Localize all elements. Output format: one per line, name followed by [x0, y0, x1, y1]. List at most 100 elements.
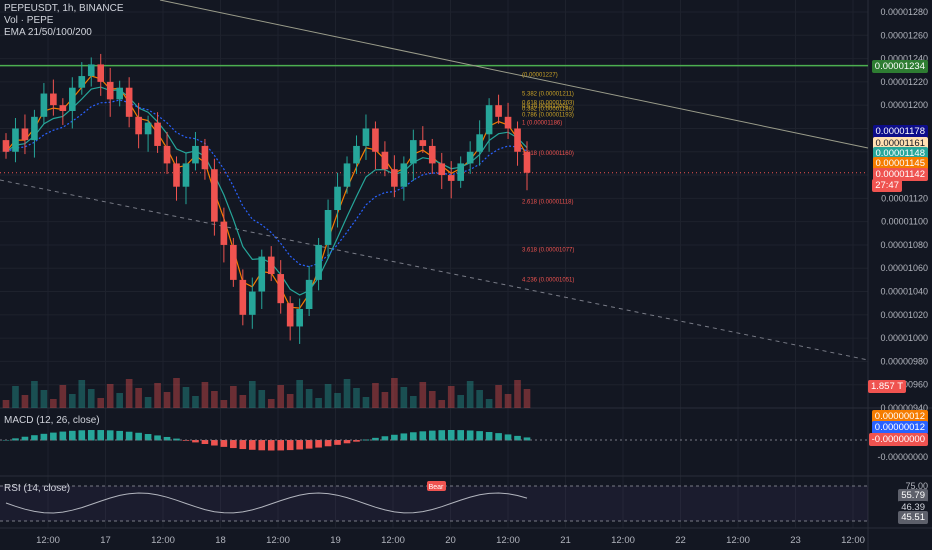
candle-body	[21, 128, 29, 141]
rsi-axis-label: 75.00	[905, 481, 928, 491]
macd-axis-label: -0.00000000	[877, 452, 928, 462]
candle-body	[286, 303, 294, 327]
price-axis-label: 0.00001280	[880, 7, 928, 17]
fib-label: 3.618 (0.00001077)	[522, 247, 574, 253]
volume-bar	[277, 385, 285, 408]
macd-histogram-bar	[192, 440, 199, 443]
descending-trendline	[159, 0, 869, 149]
price-axis-label: 0.00001040	[880, 287, 928, 297]
time-axis-label: 12:00	[266, 535, 290, 546]
candle-body	[211, 169, 218, 222]
volume-bar	[50, 399, 57, 408]
price-axis-label: 0.00001260	[880, 30, 928, 40]
time-axis-label: 12:00	[496, 535, 520, 546]
candle-body	[239, 279, 247, 315]
candle-body	[466, 151, 474, 164]
candle-body	[31, 116, 38, 141]
volume-bars	[2, 378, 531, 408]
candle-body	[315, 244, 322, 280]
time-axis-label: 12:00	[841, 535, 865, 546]
candle-body	[514, 128, 521, 152]
candle-body	[504, 116, 512, 129]
volume-bar	[220, 400, 228, 408]
volume-bar	[211, 391, 218, 408]
rsi-line	[5, 492, 528, 514]
volume-bar	[173, 378, 180, 408]
fib-label: 0.618 (0.00001203)	[522, 101, 574, 107]
volume-bar	[495, 385, 502, 408]
candle-body	[12, 128, 19, 152]
candle-body	[201, 145, 209, 170]
macd-histogram-bar	[438, 430, 446, 441]
candle-body	[116, 87, 123, 100]
rsi-tag-b: 46.39	[898, 501, 928, 514]
volume-bar	[381, 392, 389, 408]
volume-bar	[296, 380, 303, 408]
macd-histogram-bar	[211, 440, 218, 446]
fib-label: 0.382 (0.00001198)	[522, 107, 574, 113]
volume-bar	[97, 398, 105, 408]
symbol-title[interactable]: PEPEUSDT, 1h, BINANCE	[4, 3, 124, 14]
macd-histogram-bar	[381, 436, 389, 441]
macd-histogram-bar	[220, 440, 228, 447]
macd-histogram-bar	[59, 431, 67, 441]
volume-bar	[286, 394, 294, 408]
candle-body	[2, 140, 10, 152]
candle-body	[230, 244, 237, 280]
macd-histogram-bar	[21, 436, 29, 441]
volume-bar	[31, 381, 38, 408]
ema100-line	[5, 99, 528, 268]
rsi-tag-a: 55.79	[898, 489, 928, 502]
volume-bar	[372, 383, 379, 408]
price-axis-label: 0.00001220	[880, 77, 928, 87]
bar-countdown: 27:47	[872, 179, 902, 192]
ema-legend[interactable]: EMA 21/50/100/200	[4, 27, 92, 38]
volume-legend[interactable]: Vol · PEPE	[4, 15, 54, 26]
time-axis-label: 12:00	[726, 535, 750, 546]
last-price-tag: 0.00001142	[872, 168, 928, 181]
time-axis-label: 12:00	[36, 535, 60, 546]
macd-histogram-bar	[296, 440, 303, 450]
volume-tag: 1.857 T	[867, 380, 906, 393]
macd-histogram-bar	[353, 440, 360, 442]
rsi-legend[interactable]: RSI (14, close)	[4, 483, 71, 494]
lower-channel-line	[0, 179, 869, 361]
macd-line-tag: 0.00000012	[871, 421, 928, 434]
macd-legend[interactable]: MACD (12, 26, close)	[4, 415, 100, 426]
volume-bar	[144, 397, 152, 408]
volume-bar	[135, 388, 142, 408]
candle-body	[182, 163, 190, 187]
candle-body	[428, 145, 436, 164]
time-axis-label: 22	[675, 535, 686, 546]
candle-body	[220, 221, 228, 245]
macd-histogram-bar	[201, 440, 209, 445]
price-axis-label: 0.00001120	[881, 193, 928, 203]
fib-label: 1 (0.00001186)	[522, 120, 562, 126]
candle-body	[410, 140, 417, 164]
price-axis-label: 0.00001020	[880, 310, 928, 320]
macd-histogram-bar	[428, 430, 436, 441]
time-axis[interactable]: 12:00 17 12:00 18 12:00 19 12:00 20 12:00 21 12:00…	[36, 535, 865, 546]
macd-histogram-bar	[163, 436, 171, 441]
candle-body	[40, 93, 48, 117]
volume-bar	[438, 400, 446, 408]
candle-body	[305, 279, 313, 309]
macd-histogram-bar	[154, 435, 161, 441]
candle-body	[125, 87, 133, 117]
macd-pane: -0.00000000	[0, 430, 928, 462]
fib-label: 2.618 (0.00001118)	[522, 200, 574, 206]
candle-body	[381, 151, 389, 170]
candle-body	[78, 76, 86, 88]
macd-histogram-bar	[116, 430, 123, 441]
macd-histogram-bar	[258, 440, 266, 451]
macd-histogram-bar	[97, 430, 105, 441]
macd-histogram-bar	[523, 437, 531, 441]
macd-histogram-bar	[343, 440, 351, 444]
volume-bar	[362, 397, 370, 408]
macd-histogram-bar	[315, 440, 322, 448]
volume-bar	[447, 386, 455, 408]
volume-bar	[457, 395, 465, 408]
fib-label: 0.786 (0.00001193)	[522, 112, 574, 118]
